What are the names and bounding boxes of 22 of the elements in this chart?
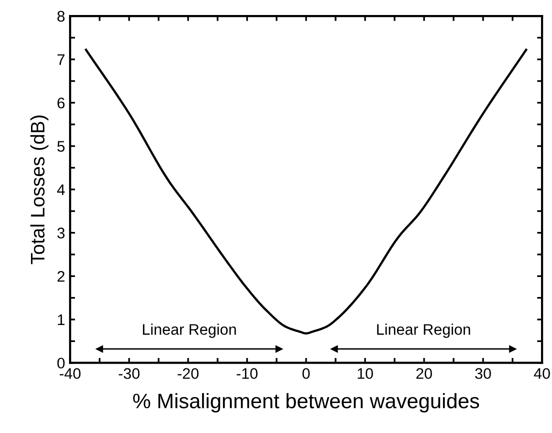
x-tick-label: -30 [118,368,140,379]
x-tick-label: -10 [236,368,258,379]
y-tick-label: 6 [58,98,65,108]
x-tick-label: 20 [416,368,432,379]
x-tick-label: 40 [534,368,550,379]
x-tick-label: -20 [178,368,199,379]
y-tick-label: 4 [57,184,65,195]
y-tick-label: 1 [58,314,64,326]
y-tick-label: 5 [57,141,65,152]
annotation: Linear Region [377,324,470,338]
x-tick-label: 30 [475,368,491,379]
y-tick-label: 2 [58,271,64,282]
y-axis-title: Total Losses (dB) [30,116,48,264]
y-tick-label: 0 [57,358,65,369]
y-tick-label: 8 [57,10,65,22]
x-tick-label: 0 [302,368,310,379]
x-tick-label: -40 [60,368,81,379]
y-tick-label: 7 [58,54,64,65]
x-tick-label: 10 [358,368,373,379]
annotation: Linear Region [142,324,236,338]
x-axis-title: % Misalignment between waveguides [133,393,480,412]
y-tick-label: 3 [57,228,65,238]
